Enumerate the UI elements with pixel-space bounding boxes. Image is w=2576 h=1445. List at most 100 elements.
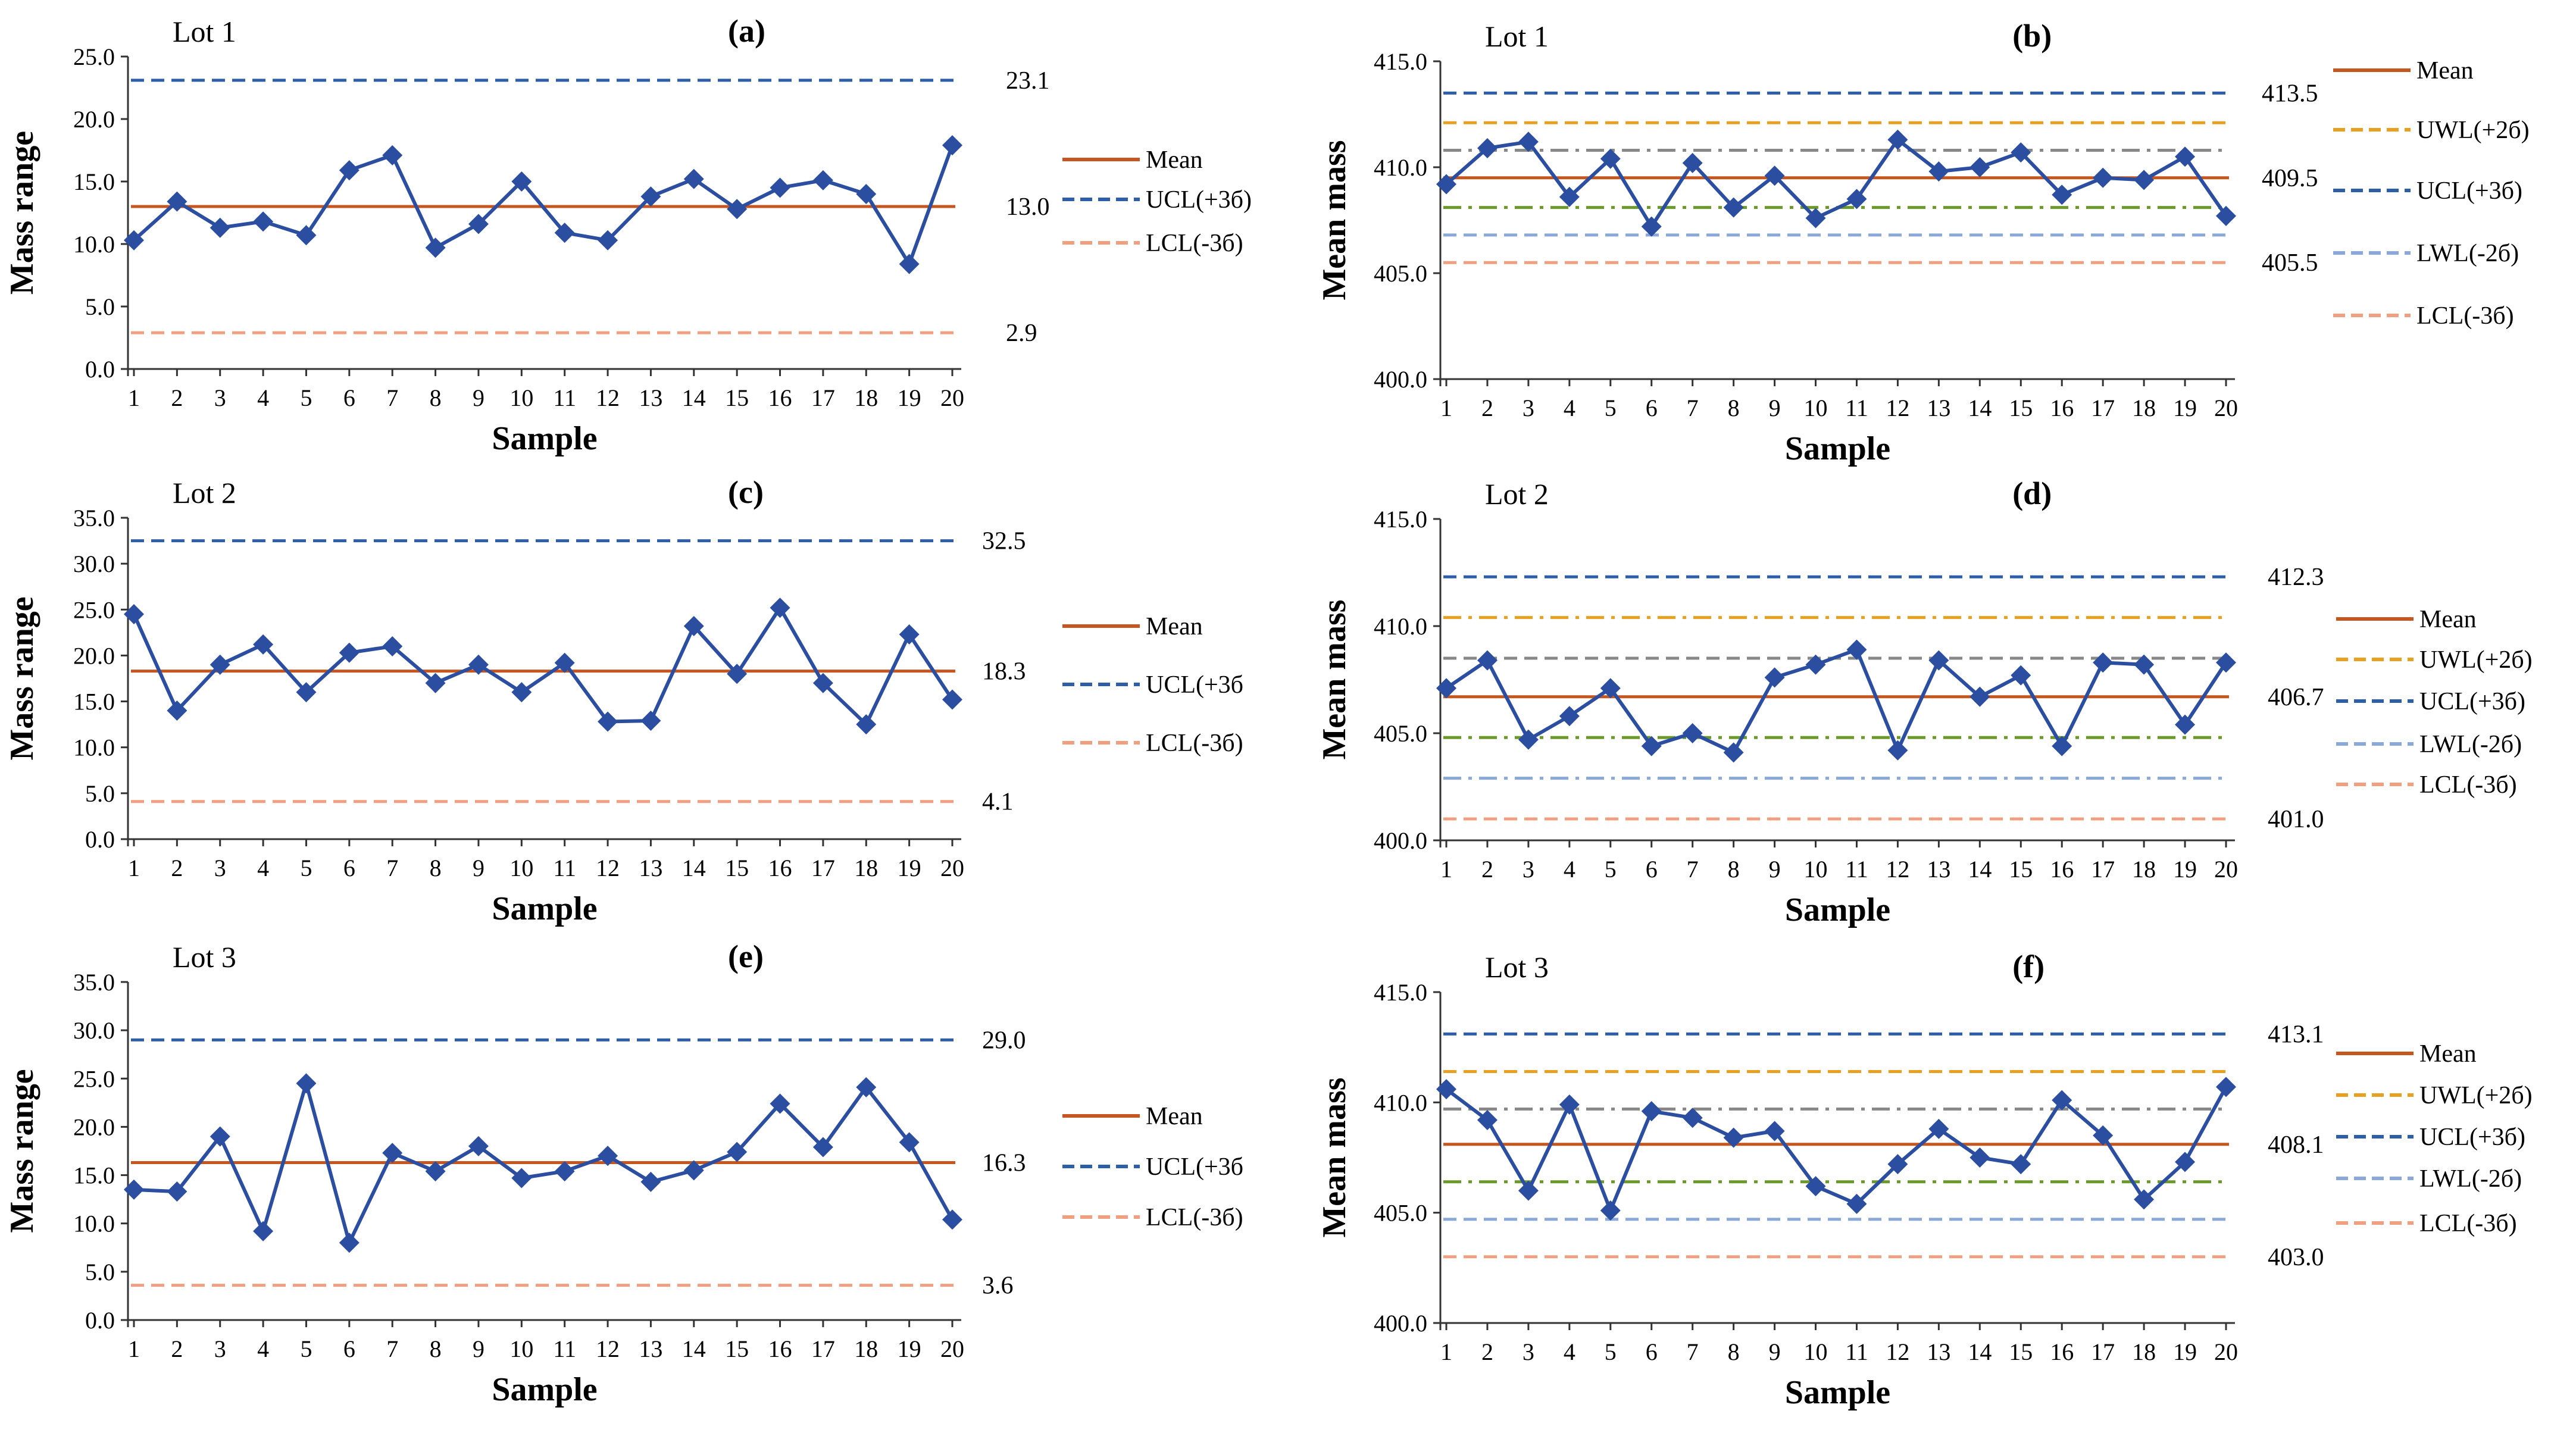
- x-tick-label: 19: [898, 1335, 921, 1362]
- data-point: [1723, 197, 1744, 218]
- x-tick-label: 15: [725, 384, 749, 411]
- data-point: [1518, 1180, 1539, 1201]
- x-tick-label: 9: [1769, 856, 1781, 883]
- data-point: [899, 1132, 920, 1153]
- data-point: [554, 1161, 575, 1182]
- x-tick-label: 2: [1481, 1338, 1493, 1365]
- x-tick-label: 2: [171, 855, 183, 881]
- x-tick-label: 18: [854, 1335, 878, 1362]
- data-point: [812, 170, 833, 190]
- x-axis-label: Sample: [492, 890, 597, 927]
- legend-entry: Mean: [2419, 1040, 2477, 1068]
- data-point: [1682, 723, 1703, 743]
- x-tick-label: 10: [509, 384, 533, 411]
- data-point: [167, 700, 187, 721]
- x-tick-label: 5: [1605, 856, 1617, 883]
- data-point: [2216, 652, 2236, 673]
- data-point: [210, 1126, 230, 1147]
- ref-line-value-label: 401.0: [2268, 806, 2324, 833]
- x-tick-label: 13: [639, 1335, 662, 1362]
- y-tick-label: 10.0: [73, 734, 115, 761]
- data-point: [1887, 129, 1908, 150]
- y-tick-label: 15.0: [73, 689, 115, 715]
- data-point: [1477, 137, 1498, 158]
- data-series-line: [133, 1081, 954, 1245]
- data-point: [167, 191, 187, 212]
- x-tick-label: 4: [1564, 1338, 1575, 1365]
- y-tick-label: 25.0: [73, 1065, 115, 1092]
- x-tick-label: 17: [2091, 395, 2115, 421]
- y-axis-label: Mean mass: [1316, 1077, 1353, 1237]
- x-tick-label: 17: [811, 384, 835, 411]
- data-point: [1805, 654, 1826, 675]
- y-axis-label: Mean mass: [1316, 599, 1353, 759]
- data-point: [942, 689, 962, 710]
- data-point: [468, 1136, 489, 1156]
- x-tick-label: 11: [553, 1335, 576, 1362]
- x-tick-label: 18: [854, 855, 878, 881]
- ref-line-value-label: 403.0: [2268, 1244, 2324, 1271]
- legend-entry: UWL(+2б): [2416, 117, 2530, 144]
- x-tick-label: 18: [2132, 395, 2156, 421]
- data-point: [683, 616, 704, 637]
- x-tick-label: 8: [430, 384, 442, 411]
- legend-entry: LCL(-3б): [2419, 1210, 2517, 1237]
- y-axis-label: Mass range: [4, 1069, 40, 1233]
- data-point: [1764, 667, 1785, 688]
- data-point: [511, 682, 532, 703]
- x-tick-label: 7: [386, 384, 398, 411]
- data-point: [296, 1073, 317, 1094]
- x-tick-label: 10: [509, 855, 533, 881]
- x-tick-label: 13: [1927, 395, 1950, 421]
- panel-label: (b): [2012, 18, 2052, 54]
- x-tick-label: 14: [1968, 1338, 1992, 1365]
- x-tick-label: 19: [898, 855, 921, 881]
- data-point: [1846, 1193, 1867, 1214]
- x-tick-label: 20: [940, 1335, 964, 1362]
- x-tick-label: 18: [2132, 1338, 2156, 1365]
- data-point: [382, 636, 403, 656]
- legend-entry: UCL(+3б): [2419, 1124, 2525, 1151]
- x-tick-label: 17: [2091, 1338, 2115, 1365]
- x-tick-label: 17: [2091, 856, 2115, 883]
- y-tick-label: 0.0: [85, 1307, 115, 1334]
- data-point: [1887, 1154, 1908, 1175]
- x-tick-label: 16: [768, 855, 792, 881]
- x-tick-label: 20: [2214, 856, 2238, 883]
- legend-entry: UCL(+3б): [2419, 688, 2525, 715]
- x-tick-label: 3: [214, 1335, 226, 1362]
- x-tick-label: 4: [257, 855, 269, 881]
- legend-entry: LCL(-3б): [2419, 771, 2517, 799]
- x-tick-label: 14: [1968, 395, 1992, 421]
- x-tick-label: 9: [473, 855, 484, 881]
- x-tick-label: 10: [1804, 1338, 1828, 1365]
- data-point: [468, 214, 489, 234]
- x-tick-label: 4: [257, 1335, 269, 1362]
- ref-line-value-label: 2.9: [1006, 320, 1037, 347]
- data-point: [2134, 654, 2155, 675]
- x-tick-label: 17: [811, 1335, 835, 1362]
- x-tick-label: 13: [1927, 1338, 1950, 1365]
- ref-line-value-label: 406.7: [2268, 684, 2324, 711]
- x-tick-label: 14: [682, 1335, 706, 1362]
- data-point: [856, 1077, 877, 1097]
- y-tick-label: 5.0: [85, 293, 115, 320]
- x-tick-label: 3: [1523, 395, 1534, 421]
- data-point: [1559, 186, 1580, 207]
- data-point: [296, 682, 317, 703]
- x-tick-label: 19: [2173, 395, 2197, 421]
- data-point: [640, 1171, 661, 1192]
- data-point: [2216, 205, 2236, 226]
- x-tick-label: 10: [1804, 856, 1828, 883]
- x-axis-label: Sample: [492, 1371, 597, 1408]
- chart-e: 0.05.010.015.020.025.030.035.01 2 3 4 5 6 7 8 9 1…: [4, 939, 1243, 1408]
- y-tick-label: 30.0: [73, 551, 115, 577]
- y-tick-label: 410.0: [1374, 154, 1427, 181]
- x-tick-label: 1: [128, 855, 140, 881]
- y-tick-label: 405.0: [1374, 720, 1427, 747]
- data-point: [1682, 1108, 1703, 1128]
- y-tick-label: 20.0: [73, 1114, 115, 1140]
- x-tick-label: 9: [473, 384, 484, 411]
